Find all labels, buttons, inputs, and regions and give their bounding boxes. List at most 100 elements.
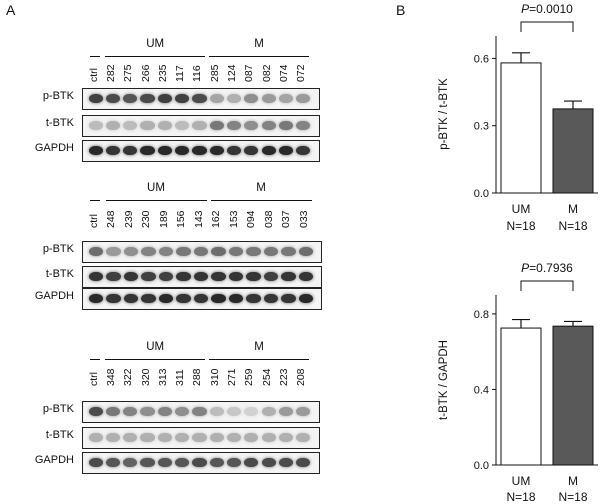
blot-band [209,458,224,467]
blot-row-label: t-BTK [45,117,74,129]
x-category-label: M [568,474,578,488]
blot-band [244,407,259,416]
blot-row-label: t-BTK [45,429,74,441]
blot-band [88,407,103,416]
bar-um [500,62,542,194]
lane-label: 143 [192,210,205,228]
blot-band [88,146,103,155]
group-underline [105,56,206,57]
lane-label: 162 [210,210,223,228]
blot-band [226,146,242,155]
lane-label: 266 [139,64,152,82]
blot-band [123,272,138,281]
blot-band [261,121,276,130]
blot-band [278,121,294,130]
blot-band [226,433,242,442]
blot-band [211,247,226,256]
group-underline [210,200,312,201]
blot-band [105,146,121,155]
blot-band [88,247,103,256]
p-value-number: =0.0010 [529,2,573,16]
lane-label: 072 [295,64,308,82]
blot-band [296,121,311,130]
blot-band [192,121,207,130]
blot-row-label: GAPDH [34,454,74,466]
y-tick-label: 0.8 [474,309,489,321]
blot-band [192,433,207,442]
blot-band [263,294,278,303]
lane-label: 310 [208,368,221,386]
lane-label: 313 [156,368,169,386]
blot-band [244,121,259,130]
blot-band [158,247,173,256]
blot-band [261,407,276,416]
blot-strip [82,288,322,310]
blot-band [209,94,224,103]
blot-band [141,272,156,281]
blot-band [298,272,313,281]
blot-band [175,433,190,442]
blot-band [140,407,155,416]
blot-band [175,121,190,130]
blot-band [193,247,208,256]
p-value-symbol: P [521,2,529,16]
blot-band [209,121,224,130]
blot-band [228,272,243,281]
bar-um [500,327,542,466]
blot-band [176,272,191,281]
blot-band [193,272,208,281]
significance-bracket [520,280,574,291]
blot-band [209,433,224,442]
blot-row-label: GAPDH [34,142,74,154]
lane-label: 082 [260,64,273,82]
lane-label: ctrl [87,68,100,82]
blot-band [123,121,138,130]
lane-label: 037 [280,210,293,228]
blot-band [296,458,311,467]
blot-band [175,94,190,103]
x-category-label: M [568,202,578,216]
group-label: M [254,341,264,353]
group-underline [209,359,309,360]
blot-band [246,294,261,303]
blot-band [141,247,156,256]
blot-strip [82,427,320,449]
blot-band [140,121,155,130]
blot-band [123,458,138,467]
blot-band [281,247,296,256]
lane-label: 124 [226,64,239,82]
blot-band [263,272,278,281]
blot-strip [82,266,322,288]
lane-label: 254 [260,368,273,386]
blot-band [105,94,121,103]
lane-label: 288 [191,368,204,386]
group-label: UM [147,182,165,194]
blot-band [209,146,224,155]
blot-band [211,272,226,281]
lane-label: 156 [175,210,188,228]
sample-size-label: N=18 [558,490,587,504]
blot-band [226,94,242,103]
lane-label: 223 [277,368,290,386]
blot-band [105,458,121,467]
p-value-label: P=0.7936 [521,261,573,275]
lane-label: 271 [226,368,239,386]
p-value-symbol: P [521,261,529,275]
p-value-label: P=0.0010 [521,2,573,16]
group-label: M [256,182,266,194]
blot-band [176,294,191,303]
blot-band [157,407,172,416]
significance-bracket [520,21,574,32]
lane-label: 116 [191,65,204,82]
blot-band [244,433,259,442]
blot-strip [82,241,322,263]
panel-a-letter: A [6,2,16,18]
ctrl-underline [89,200,100,201]
lane-label: 153 [227,210,240,228]
blot-band [106,247,121,256]
blot-band [261,146,276,155]
lane-label: 348 [104,368,117,386]
lane-label: 117 [174,65,187,82]
blot-band [226,121,242,130]
blot-band [123,94,138,103]
